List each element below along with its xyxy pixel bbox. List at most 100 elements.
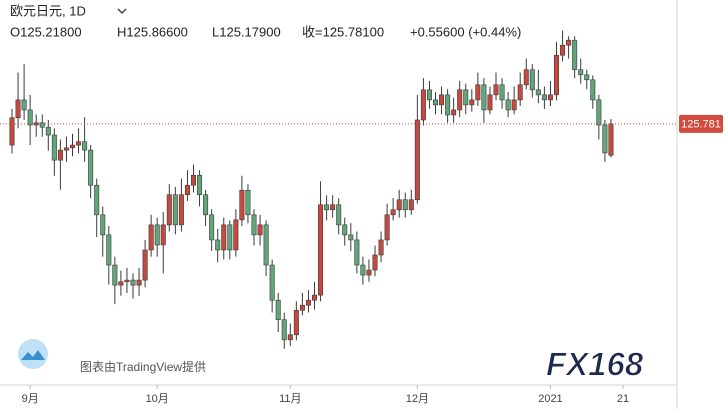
candle-body bbox=[432, 99, 438, 106]
candle-body bbox=[336, 204, 342, 226]
candle-body bbox=[293, 309, 299, 336]
candle-body bbox=[578, 69, 584, 76]
candle-body bbox=[178, 194, 184, 226]
candle-body bbox=[239, 189, 245, 221]
candle-body bbox=[63, 147, 69, 151]
candle-body bbox=[257, 224, 263, 236]
watermark: 图表由TradingView提供 bbox=[80, 359, 206, 374]
candle-body bbox=[269, 264, 275, 301]
candle-body bbox=[481, 84, 487, 111]
candle-body bbox=[82, 141, 88, 151]
last-price-tag bbox=[679, 114, 723, 133]
candle-body bbox=[439, 94, 445, 106]
candle-body bbox=[148, 224, 154, 251]
candle-body bbox=[275, 299, 281, 321]
candle-body bbox=[378, 239, 384, 256]
candle-body bbox=[529, 69, 535, 91]
x-tick-label: 21 bbox=[617, 393, 629, 405]
candle-body bbox=[535, 89, 541, 96]
candle-body bbox=[88, 149, 94, 186]
candle-body bbox=[451, 109, 457, 116]
candle-body bbox=[475, 84, 481, 101]
candle-body bbox=[523, 69, 529, 86]
candle-body bbox=[27, 109, 33, 126]
candle-body bbox=[372, 254, 378, 271]
logo-circle bbox=[18, 339, 48, 369]
candle-body bbox=[366, 269, 372, 276]
candle-body bbox=[487, 94, 493, 111]
x-tick-label: 12月 bbox=[406, 393, 429, 405]
logo: FX168 bbox=[546, 346, 644, 383]
candle-body bbox=[457, 89, 463, 111]
candle-body bbox=[130, 279, 136, 286]
candle-body bbox=[584, 74, 590, 81]
candle-body bbox=[251, 214, 257, 236]
candle-body bbox=[299, 304, 305, 311]
ohlc-close: 收=125.78100 bbox=[302, 24, 384, 39]
candle-body bbox=[209, 214, 215, 241]
symbol[interactable]: 欧元日元, 1D bbox=[10, 3, 86, 18]
candle-body bbox=[160, 224, 166, 246]
candle-body bbox=[172, 194, 178, 226]
x-tick-label: 11月 bbox=[279, 393, 301, 405]
ohlc-low: L125.17900 bbox=[212, 24, 281, 39]
candle-body bbox=[233, 219, 239, 251]
candle-body bbox=[51, 134, 57, 161]
candle-body bbox=[324, 204, 330, 211]
ohlc-change: +0.55600 (+0.44%) bbox=[410, 24, 521, 39]
candle-body bbox=[9, 117, 15, 146]
candle-body bbox=[100, 214, 106, 236]
candle-body bbox=[517, 84, 523, 101]
candle-body bbox=[318, 204, 324, 296]
candle-body bbox=[118, 281, 124, 286]
candle-body bbox=[106, 234, 112, 266]
candle-body bbox=[360, 264, 366, 276]
candle-body bbox=[281, 319, 287, 341]
logo-mark bbox=[21, 350, 45, 360]
candle-body bbox=[553, 54, 559, 96]
candle-body bbox=[342, 224, 348, 236]
candle-body bbox=[263, 224, 269, 266]
candle-body bbox=[245, 189, 251, 216]
candle-body bbox=[493, 84, 499, 96]
candle-body bbox=[414, 119, 420, 201]
ohlc-high: H125.86600 bbox=[117, 24, 188, 39]
x-tick-label: 9月 bbox=[22, 393, 39, 405]
candle-body bbox=[45, 126, 51, 136]
candle-body bbox=[469, 99, 475, 106]
candle-body bbox=[572, 39, 578, 71]
plot-area bbox=[0, 30, 677, 349]
candle-body bbox=[136, 279, 142, 286]
candle-body bbox=[420, 89, 426, 121]
candle-body bbox=[21, 99, 27, 111]
candle-body bbox=[505, 99, 511, 111]
candle-body bbox=[590, 79, 596, 101]
candle-body bbox=[124, 279, 130, 283]
candle-body bbox=[305, 299, 311, 306]
candle-body bbox=[354, 239, 360, 266]
tradingview-logo bbox=[18, 339, 48, 369]
candle-body bbox=[70, 144, 76, 149]
candle-body bbox=[566, 39, 572, 46]
candle-body bbox=[203, 194, 209, 216]
candle-body bbox=[463, 89, 469, 106]
candle-body bbox=[541, 94, 547, 101]
candle-body bbox=[76, 141, 82, 146]
candle-body bbox=[602, 124, 608, 154]
candle-body bbox=[402, 199, 408, 211]
candle-body bbox=[348, 234, 354, 241]
candle-body bbox=[227, 224, 233, 251]
candle-body bbox=[287, 334, 293, 341]
candle-body bbox=[596, 99, 602, 126]
candle-body bbox=[184, 184, 190, 196]
candle-body bbox=[396, 199, 402, 211]
x-tick-label: 10月 bbox=[146, 393, 169, 405]
ohlc-open: O125.21800 bbox=[10, 24, 82, 39]
candle-body bbox=[221, 224, 227, 251]
candle-body bbox=[166, 194, 172, 226]
candle-body bbox=[445, 94, 451, 116]
dropdown-icon[interactable] bbox=[117, 8, 127, 15]
candle-body bbox=[390, 209, 396, 216]
